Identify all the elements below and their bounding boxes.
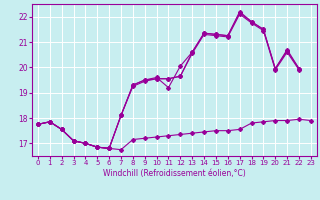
X-axis label: Windchill (Refroidissement éolien,°C): Windchill (Refroidissement éolien,°C) <box>103 169 246 178</box>
